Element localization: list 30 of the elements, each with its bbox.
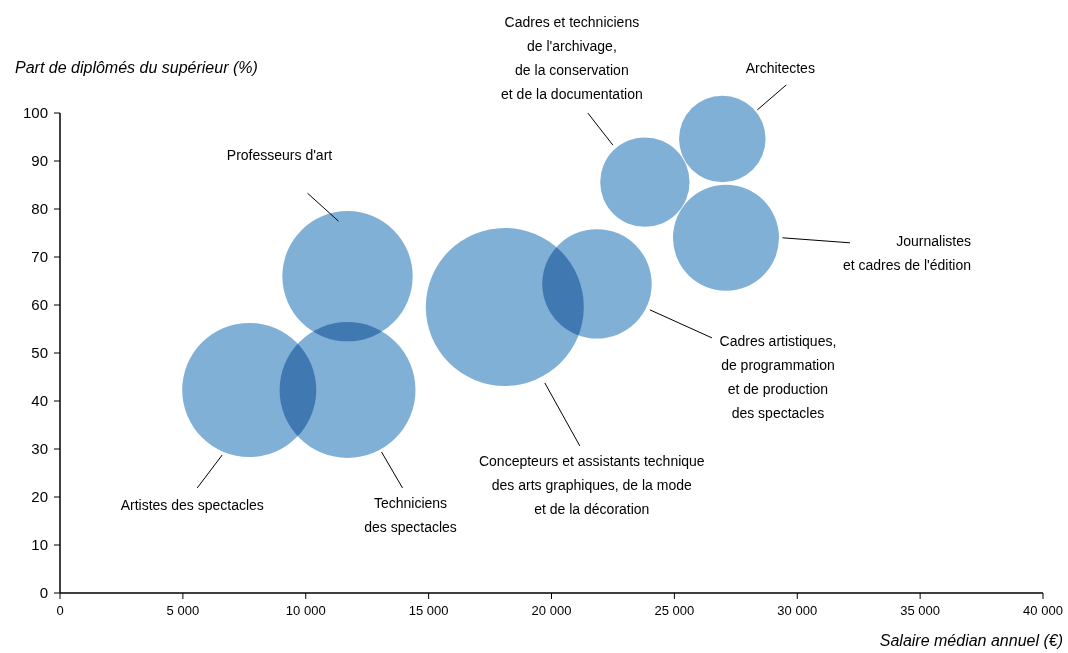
y-tick-label: 100 bbox=[22, 104, 48, 122]
y-tick-label: 10 bbox=[31, 536, 48, 554]
annotation: Cadres artistiques, de programmation et de production des spectacles bbox=[719, 332, 837, 421]
annotation: Professeurs d'art bbox=[226, 147, 333, 164]
x-axis-title: Salaire médian annuel (€) bbox=[879, 632, 1063, 649]
x-tick-label: 10 000 bbox=[285, 603, 326, 618]
x-tick-label: 25 000 bbox=[654, 603, 695, 618]
y-tick-label: 70 bbox=[31, 248, 48, 266]
y-axis-title: Part de diplômés du supérieur (%) bbox=[15, 59, 258, 76]
y-tick-label: 30 bbox=[31, 440, 48, 458]
y-tick-label: 50 bbox=[31, 344, 48, 362]
annotation: Journalistes et cadres de l'édition bbox=[843, 232, 971, 273]
annotation: Artistes des spectacles bbox=[120, 496, 264, 513]
text: Cadres et techniciens de l'archivage, de la conservation et de la documentation bbox=[501, 14, 643, 103]
x-tick-label: 35 000 bbox=[900, 603, 941, 618]
y-tick-label: 0 bbox=[39, 584, 48, 602]
x-tick-label: 0 bbox=[56, 603, 64, 618]
annotation: Concepteurs et assistants technique des arts graphiques, de la mode et de la décoration bbox=[478, 452, 705, 517]
y-tick-label: 20 bbox=[31, 488, 48, 506]
y-tick-label: 80 bbox=[31, 200, 48, 218]
x-tick-label: 20 000 bbox=[531, 603, 572, 618]
y-tick-label: 60 bbox=[31, 296, 48, 314]
x-tick-label: 30 000 bbox=[777, 603, 818, 618]
x-tick-label: 40 000 bbox=[1023, 603, 1063, 618]
text: Architectes bbox=[745, 59, 815, 76]
y-tick-label: 90 bbox=[31, 152, 48, 170]
x-tick-label: 15 000 bbox=[408, 603, 449, 618]
x-tick-label: 5 000 bbox=[166, 603, 200, 618]
y-tick-label: 40 bbox=[31, 392, 48, 410]
annotation: Techniciens des spectacles bbox=[364, 494, 457, 535]
